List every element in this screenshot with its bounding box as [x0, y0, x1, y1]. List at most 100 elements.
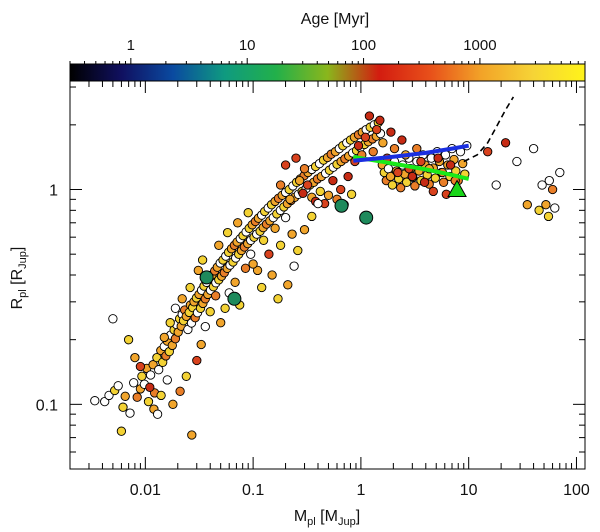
data-point — [275, 240, 286, 250]
data-point — [522, 200, 532, 210]
data-point — [211, 291, 221, 301]
data-point — [258, 235, 269, 245]
data-point — [412, 143, 422, 154]
data-point — [154, 365, 164, 375]
data-point — [407, 171, 417, 182]
x-tick-label: 10 — [460, 482, 478, 499]
highlighted-points — [199, 179, 467, 306]
data-point — [165, 318, 175, 328]
data-point — [185, 282, 195, 293]
data-point — [302, 180, 313, 190]
data-point — [162, 375, 172, 385]
data-point — [132, 392, 142, 402]
data-point — [280, 212, 291, 223]
data-point — [491, 180, 501, 190]
plot-area: 0.01 0.1 1 10 100 0.11 — [36, 80, 590, 499]
y-axis-label-sub: pl — [17, 289, 29, 298]
data-point — [397, 135, 407, 145]
x-tick-label: 100 — [563, 482, 590, 499]
data-point — [168, 399, 178, 409]
x-axis-label-unit-close: ] — [356, 508, 360, 525]
data-point — [177, 294, 187, 304]
data-point — [368, 147, 378, 157]
data-point — [287, 229, 297, 239]
data-point — [289, 261, 299, 271]
data-point — [353, 141, 364, 151]
data-point — [445, 160, 456, 170]
x-axis-label-unit-sub: Jup — [338, 516, 356, 528]
data-point — [125, 408, 135, 418]
data-point — [285, 194, 295, 204]
y-axis-label-unit-close: ] — [9, 247, 26, 251]
data-point — [433, 153, 443, 163]
data-point — [193, 265, 203, 276]
data-point — [248, 259, 258, 269]
data-point — [137, 371, 147, 381]
data-points — [90, 111, 565, 440]
data-point — [483, 147, 493, 157]
data-point — [378, 138, 388, 148]
data-point — [243, 208, 253, 218]
data-point — [152, 409, 163, 419]
data-point — [130, 352, 140, 363]
data-point — [100, 396, 110, 407]
x-axis-label-sub: pl — [307, 516, 316, 528]
data-point — [313, 198, 323, 209]
data-point — [275, 180, 286, 190]
data-point — [264, 249, 274, 259]
data-point — [402, 177, 412, 187]
dashed-curve — [463, 96, 515, 163]
data-point — [396, 183, 406, 193]
data-point — [181, 371, 191, 381]
data-point — [267, 270, 277, 280]
data-point — [383, 164, 394, 174]
data-point — [214, 240, 224, 250]
data-point — [159, 332, 169, 343]
data-point — [170, 303, 181, 313]
data-point — [205, 307, 215, 317]
data-point — [129, 378, 139, 388]
data-point — [387, 180, 398, 190]
data-point — [393, 167, 403, 178]
colorbar-ticks: 1 10 100 1000 — [69, 37, 586, 64]
highlighted-point — [359, 210, 374, 225]
data-point — [555, 167, 565, 178]
data-point — [246, 249, 256, 259]
data-point — [145, 370, 156, 380]
x-axis-label-unit-open: [M — [316, 508, 338, 525]
data-point — [187, 430, 197, 440]
colorbar-tick-label: 10 — [239, 37, 256, 54]
data-point — [543, 211, 554, 222]
data-point — [299, 164, 310, 174]
data-point — [416, 156, 426, 167]
data-point — [294, 175, 305, 186]
data-point — [156, 390, 166, 401]
y-axis-label-unit-open: [R — [9, 269, 26, 289]
highlighted-point — [227, 291, 242, 306]
colorbar-rect — [69, 63, 586, 82]
data-point — [197, 255, 208, 265]
highlighted-point — [199, 270, 214, 285]
data-point — [550, 203, 560, 213]
data-point — [386, 127, 396, 137]
data-point — [336, 184, 346, 195]
data-point — [283, 280, 293, 290]
data-point — [273, 294, 283, 304]
data-point — [252, 265, 263, 276]
data-point — [428, 186, 438, 197]
colorbar-tick-label: 100 — [351, 37, 376, 54]
y-axis-label: Rpl [RJup] — [9, 247, 29, 310]
data-point — [315, 186, 325, 197]
data-point — [120, 391, 130, 401]
colorbar-tick-label: 1 — [127, 37, 135, 54]
data-point — [220, 303, 230, 313]
data-point — [512, 156, 522, 167]
data-point — [293, 245, 303, 256]
data-point — [192, 355, 202, 366]
blue-curve — [353, 143, 470, 163]
y-axis-label-main: R — [9, 298, 26, 310]
data-point — [343, 171, 353, 182]
x-tick-label: 0.1 — [242, 482, 264, 499]
data-point — [299, 225, 310, 235]
